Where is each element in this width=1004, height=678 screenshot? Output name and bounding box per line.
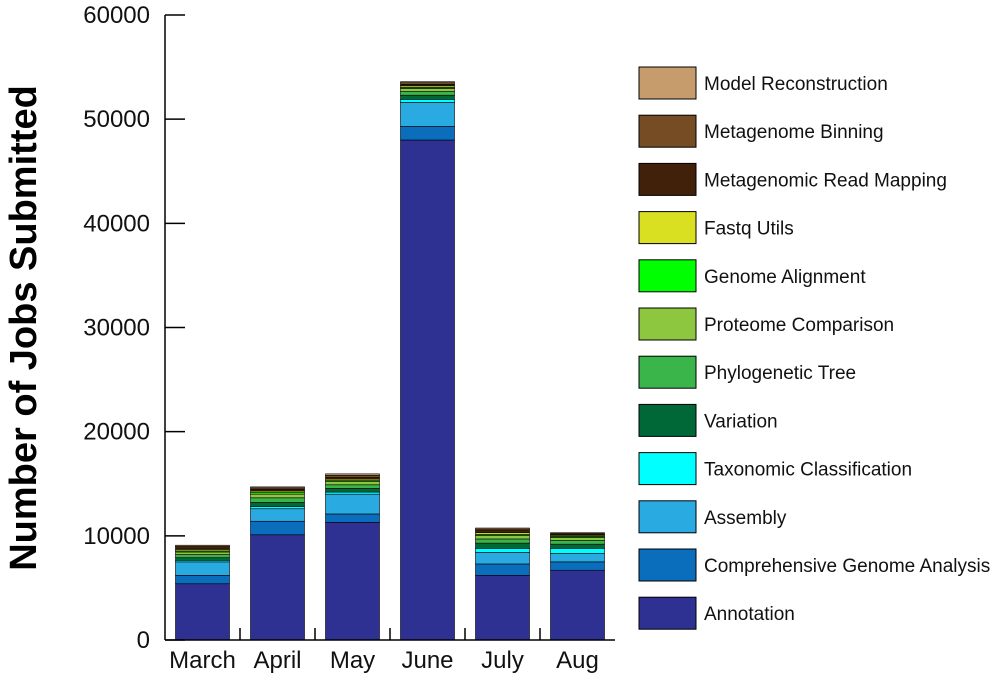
legend-label-taxonomic-classification: Taxonomic Classification [704,460,912,481]
bar-april-taxonomic-classification [250,506,305,510]
legend-label-metagenome-binning: Metagenome Binning [704,122,884,143]
legend-label-phylogenetic-tree: Phylogenetic Tree [704,363,856,384]
x-tick-label-aug: Aug [556,647,599,674]
bar-may-metagenome-binning [325,475,380,478]
y-tick-label-0: 0 [137,627,150,654]
bar-aug-comprehensive-genome-analysis [550,561,605,571]
bar-june-phylogenetic-tree [400,91,455,96]
y-tick-label-30000: 30000 [83,315,150,342]
bar-july-metagenomic-read-mapping [475,530,530,534]
y-axis-label: Number of Jobs Submitted [3,85,45,571]
bar-june-taxonomic-classification [400,99,455,103]
legend-label-variation: Variation [704,411,778,432]
bar-june-assembly [400,102,455,127]
bar-april-phylogenetic-tree [250,497,305,503]
legend: Model Reconstruction Metagenome Binning Me… [638,66,990,630]
bar-aug-proteome-comparison [550,537,605,541]
legend-swatch-taxonomic-classification [638,452,697,486]
x-tick-label-june: June [401,647,453,674]
bar-may-proteome-comparison [325,481,380,486]
legend-label-fastq-utils: Fastq Utils [704,219,794,240]
legend-label-annotation: Annotation [704,604,795,625]
y-tick-label-10000: 10000 [83,523,150,550]
bar-may-assembly [325,493,380,515]
legend-label-comprehensive-genome-analysis: Comprehensive Genome Analysis [704,556,990,577]
bar-july-assembly [475,552,530,565]
bars-layer [175,81,605,641]
bar-june-annotation [400,139,455,641]
bar-march-phylogenetic-tree [175,554,230,559]
legend-swatch-annotation [638,596,697,630]
bar-july-annotation [475,575,530,641]
bar-july-variation [475,542,530,549]
bar-march-proteome-comparison [175,551,230,555]
bar-aug-assembly [550,553,605,563]
y-tick-label-50000: 50000 [83,106,150,133]
bar-june-proteome-comparison [400,88,455,92]
legend-swatch-fastq-utils [638,211,697,245]
y-tick-label-20000: 20000 [83,419,150,446]
axes-layer: 0 10000 20000 30000 40000 50000 60000 March Apri… [83,2,615,674]
bar-june-comprehensive-genome-analysis [400,126,455,141]
legend-swatch-proteome-comparison [638,307,697,341]
bar-april-assembly [250,508,305,522]
bar-april-comprehensive-genome-analysis [250,520,305,536]
legend-label-proteome-comparison: Proteome Comparison [704,315,894,336]
bar-may-taxonomic-classification [325,491,380,495]
bar-march-model-reconstruction [175,544,230,547]
legend-label-model-reconstruction: Model Reconstruction [704,74,888,95]
bar-aug-annotation [550,569,605,641]
legend-swatch-model-reconstruction [638,66,697,100]
bar-aug-phylogenetic-tree [550,540,605,545]
bar-june-model-reconstruction [400,81,455,84]
legend-swatch-metagenome-binning [638,114,697,148]
bar-may-phylogenetic-tree [325,484,380,489]
y-tick-label-60000: 60000 [83,2,150,29]
legend-label-genome-alignment: Genome Alignment [704,267,866,288]
bar-july-model-reconstruction [475,527,530,530]
bar-july-proteome-comparison [475,535,530,540]
legend-swatch-genome-alignment [638,259,697,293]
legend-label-assembly: Assembly [704,508,787,529]
bar-march-annotation [175,583,230,641]
bar-april-model-reconstruction [250,486,305,489]
x-tick-label-march: March [169,647,236,674]
bar-july-phylogenetic-tree [475,538,530,544]
bar-may-model-reconstruction [325,473,380,476]
bar-may-annotation [325,521,380,641]
x-tick-label-april: April [253,647,301,674]
legend-swatch-assembly [638,500,697,534]
bar-july-taxonomic-classification [475,548,530,553]
x-tick-label-july: July [481,647,524,674]
bar-aug-model-reconstruction [550,532,605,534]
bar-may-comprehensive-genome-analysis [325,513,380,523]
bar-march-variation [175,557,230,561]
legend-label-metagenomic-read-mapping: Metagenomic Read Mapping [704,170,947,191]
bar-april-variation [250,502,305,507]
bar-aug-variation [550,543,605,549]
bar-march-comprehensive-genome-analysis [175,575,230,585]
y-tick-label-40000: 40000 [83,210,150,237]
bar-march-assembly [175,561,230,576]
bar-aug-taxonomic-classification [550,548,605,554]
bar-june-variation [400,94,455,100]
legend-swatch-metagenomic-read-mapping [638,162,697,196]
x-tick-label-may: May [330,647,375,674]
legend-swatch-phylogenetic-tree [638,355,697,389]
legend-swatch-comprehensive-genome-analysis [638,548,697,582]
bar-may-variation [325,488,380,493]
bar-july-comprehensive-genome-analysis [475,563,530,576]
bar-april-annotation [250,534,305,641]
legend-swatch-variation [638,403,697,437]
bar-april-proteome-comparison [250,493,305,499]
